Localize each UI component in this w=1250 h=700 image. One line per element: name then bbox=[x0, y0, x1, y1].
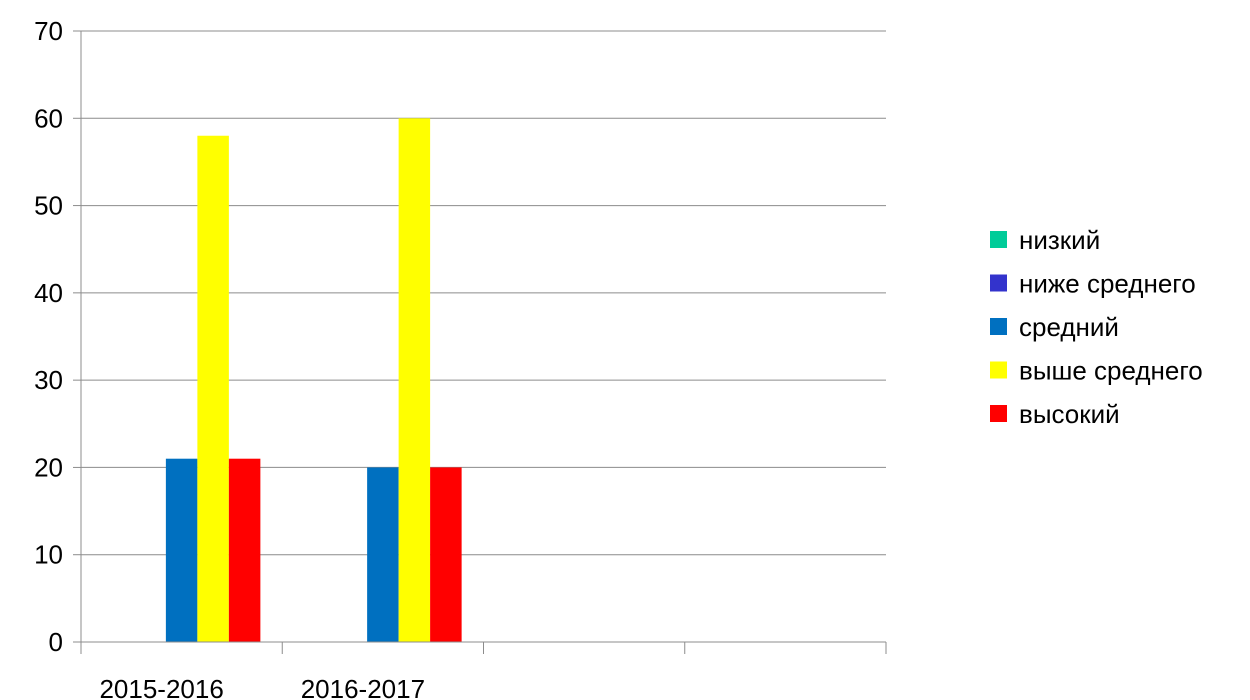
legend-label: низкий bbox=[1019, 225, 1100, 255]
legend-label: выше среднего bbox=[1019, 356, 1203, 386]
bar bbox=[197, 135, 229, 642]
legend-swatch bbox=[990, 231, 1007, 248]
legend-label: средний bbox=[1019, 312, 1119, 342]
y-tick-label: 0 bbox=[49, 627, 63, 657]
y-tick-label: 60 bbox=[34, 103, 63, 133]
x-axis-ticks: 2015-2016 2016-2017 bbox=[80, 642, 887, 700]
y-tick-label: 20 bbox=[34, 452, 63, 482]
bars bbox=[165, 118, 462, 643]
y-tick-label: 70 bbox=[34, 16, 63, 46]
bar bbox=[430, 467, 462, 642]
legend: низкий ниже среднего средний выше среднего в… bbox=[990, 225, 1203, 429]
y-tick-label: 40 bbox=[34, 278, 63, 308]
bar bbox=[228, 458, 261, 642]
legend-swatch bbox=[990, 361, 1007, 379]
y-tick-label: 10 bbox=[34, 540, 63, 570]
legend-label: высокий bbox=[1019, 399, 1120, 429]
y-tick-label: 30 bbox=[34, 365, 63, 395]
bar bbox=[398, 118, 431, 643]
x-tick-label: 2016-2017 bbox=[301, 674, 425, 700]
bar bbox=[165, 458, 198, 642]
legend-swatch bbox=[990, 274, 1007, 292]
x-tick-label: 2015-2016 bbox=[99, 674, 223, 700]
bar bbox=[367, 467, 399, 642]
y-tick-label: 50 bbox=[34, 191, 63, 221]
legend-label: ниже среднего bbox=[1019, 269, 1196, 299]
legend-swatch bbox=[990, 318, 1007, 335]
y-axis-ticks: 0 10 20 30 40 50 60 70 bbox=[34, 16, 81, 657]
legend-swatch bbox=[990, 405, 1007, 422]
